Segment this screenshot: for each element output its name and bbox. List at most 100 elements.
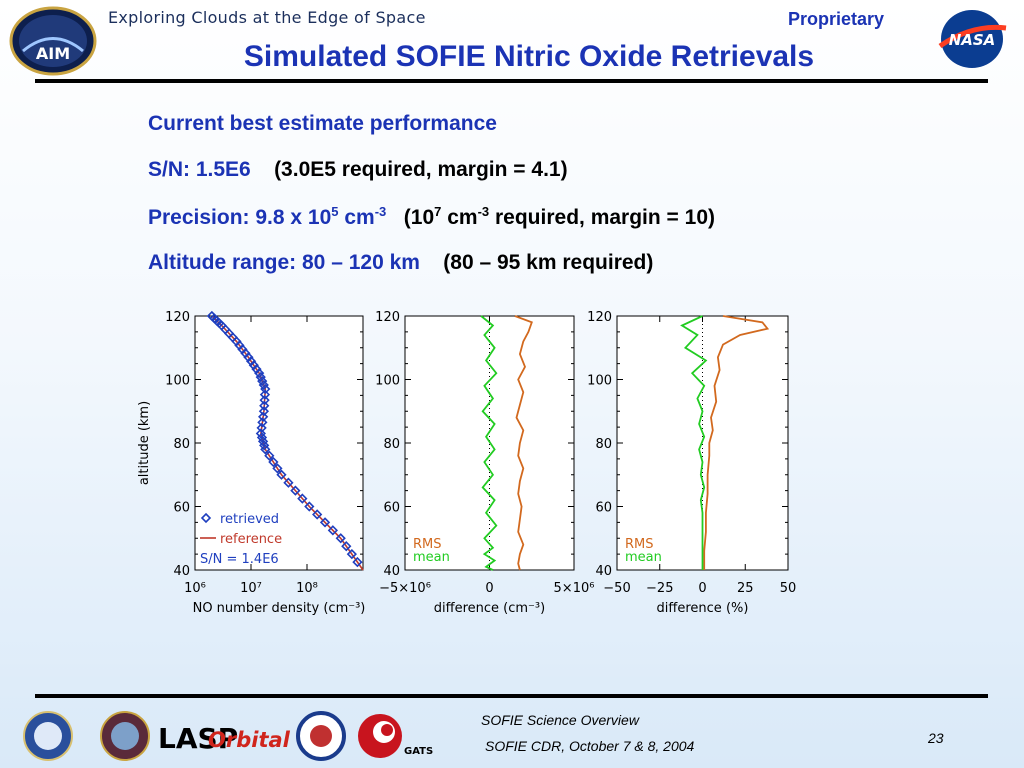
y-tick-label: 40	[173, 564, 190, 579]
precision-req-unit-exponent: -3	[477, 204, 490, 219]
series-line-rms	[514, 315, 533, 571]
retrieved-point	[259, 440, 270, 451]
y-tick-label: 100	[587, 374, 612, 389]
y-tick-label: 100	[165, 374, 190, 389]
y-tick-label: 40	[383, 564, 400, 579]
sn-line: S/N: 1.5E6 (3.0E5 required, margin = 4.1…	[148, 158, 568, 182]
retrieved-point	[264, 450, 275, 461]
series-line-reference	[211, 315, 364, 571]
footer-line-1: SOFIE Science Overview	[481, 712, 639, 728]
gats-logo: GATS	[404, 746, 433, 757]
charts-figure: 40 60 80 100 120 10⁶ 10⁷ 10⁸ NO number density (…	[137, 310, 796, 616]
x-tick-label: −50	[603, 581, 630, 596]
retrieved-point	[257, 375, 268, 387]
retrieved-point	[283, 477, 294, 488]
page-number: 23	[928, 730, 944, 746]
y-tick-label: 80	[383, 437, 400, 452]
retrieved-point	[245, 356, 257, 367]
orbital-logo: Orbital	[208, 728, 291, 752]
x-tick-label: 0	[485, 581, 493, 596]
precision-exponent: 5	[331, 204, 339, 219]
retrieved-point	[290, 485, 301, 496]
y-tick-label: 120	[587, 310, 612, 325]
seal-logo-2	[100, 711, 150, 761]
seal-logo-1	[23, 711, 73, 761]
y-tick-label: 80	[173, 437, 190, 452]
precision-label: Precision: 9.8 x 10	[148, 206, 332, 229]
x-axis-label: NO number density (cm⁻³)	[193, 601, 366, 616]
retrieved-point	[319, 517, 331, 528]
proprietary-label: Proprietary	[787, 9, 884, 29]
retrieved-point	[352, 556, 363, 568]
retrieved-point	[255, 371, 266, 383]
legend-label-reference: reference	[220, 532, 282, 547]
y-tick-label: 60	[383, 501, 400, 516]
seal-logo-3	[296, 711, 346, 761]
legend-note: S/N = 1.4E6	[200, 552, 279, 567]
altitude-line: Altitude range: 80 – 120 km (80 – 95 km …	[148, 251, 653, 275]
retrieved-point	[304, 501, 315, 512]
retrieved-point	[259, 395, 270, 406]
x-tick-label: −5×10⁶	[379, 581, 431, 596]
series-line-rms	[703, 315, 770, 570]
header-rule	[35, 79, 988, 83]
lasp-logo: LASP	[158, 722, 238, 755]
y-tick-label: 120	[165, 310, 190, 325]
x-axis-label: difference (%)	[657, 601, 749, 616]
retrieved-point	[258, 379, 269, 391]
partner-logos: LASP Orbital GATS	[23, 711, 433, 761]
precision-line: Precision: 9.8 x 105 cm-3 (107 cm-3 requ…	[148, 204, 715, 230]
legend-label-rms: RMS	[625, 537, 654, 552]
sn-label: S/N: 1.5E6	[148, 158, 251, 181]
footer-line-2: SOFIE CDR, October 7 & 8, 2004	[485, 738, 695, 754]
y-axis-label: altitude (km)	[137, 401, 152, 485]
precision-req-exponent: 7	[434, 204, 442, 219]
precision-req-a: (10	[403, 206, 435, 229]
retrieved-point	[260, 444, 271, 455]
y-tick-label: 60	[595, 501, 612, 516]
x-axis-label: difference (cm⁻³)	[434, 601, 545, 616]
gats-logo-mark	[358, 714, 402, 758]
legend-marker-retrieved	[200, 512, 212, 524]
legend-label-mean: mean	[625, 550, 662, 565]
x-tick-label: 10⁷	[240, 581, 262, 596]
x-tick-label: 0	[698, 581, 706, 596]
retrieved-point	[255, 428, 266, 439]
y-tick-label: 80	[595, 437, 612, 452]
nasa-logo: NASA	[938, 10, 1007, 68]
aim-logo: AIM	[9, 6, 97, 76]
retrieved-point	[259, 400, 270, 411]
retrieved-point	[272, 463, 283, 474]
x-tick-label: 10⁶	[184, 581, 206, 596]
footer-rule	[35, 694, 988, 698]
retrieved-point	[243, 352, 254, 363]
tagline: Exploring Clouds at the Edge of Space	[108, 8, 426, 27]
y-tick-label: 60	[173, 501, 190, 516]
retrieved-point	[257, 436, 269, 447]
legend-label-retrieved: retrieved	[220, 512, 279, 527]
altitude-label: Altitude range: 80 – 120 km	[148, 251, 420, 274]
retrieved-point	[297, 493, 308, 504]
retrieved-point	[335, 533, 346, 544]
retrieved-point	[312, 509, 323, 520]
retrieved-point	[258, 406, 270, 417]
altitude-requirement: (80 – 95 km required)	[443, 251, 654, 274]
precision-unit: cm	[344, 206, 375, 229]
retrieved-point	[258, 411, 269, 422]
retrieved-point	[341, 541, 352, 552]
retrieved-point	[260, 383, 271, 395]
retrieved-point	[257, 417, 268, 428]
retrieved-point	[251, 364, 262, 375]
x-tick-label: 25	[737, 581, 754, 596]
retrieved-point	[256, 432, 268, 443]
retrieved-point	[268, 456, 279, 468]
x-tick-label: 5×10⁶	[554, 581, 595, 596]
series-line-mean	[680, 315, 708, 570]
retrieved-point	[254, 368, 265, 379]
retrieved-point	[276, 469, 287, 480]
retrieved-point	[248, 360, 259, 371]
precision-unit-exponent: -3	[374, 204, 387, 219]
performance-heading: Current best estimate performance	[148, 112, 497, 135]
nasa-logo-text: NASA	[949, 31, 996, 49]
y-tick-label: 120	[375, 310, 400, 325]
